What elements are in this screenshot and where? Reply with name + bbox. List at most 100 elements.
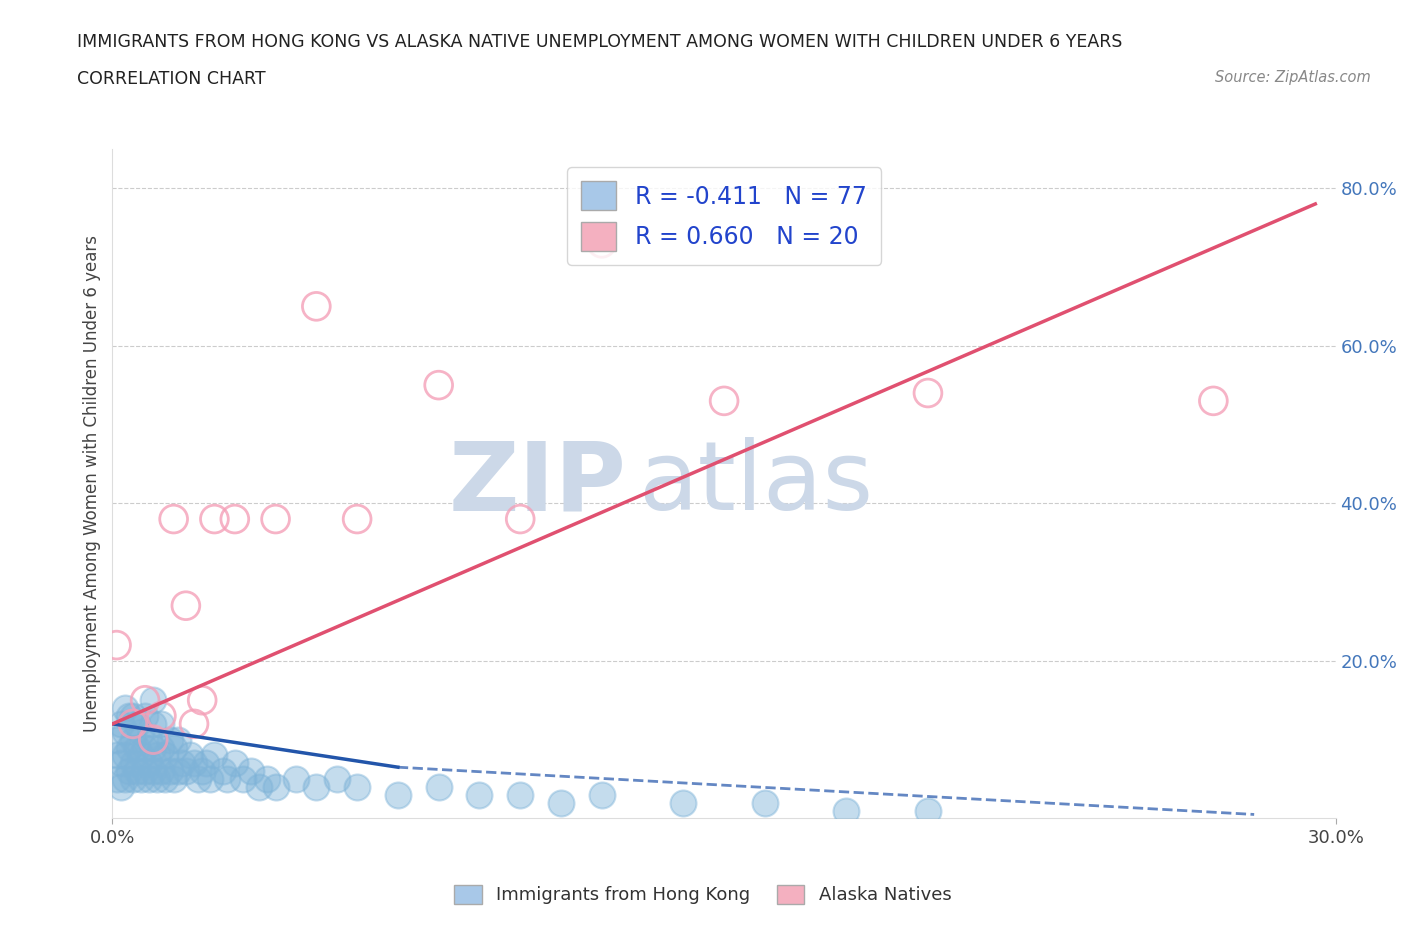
Point bbox=[183, 756, 205, 771]
Point bbox=[138, 772, 160, 787]
Point bbox=[105, 748, 128, 763]
Point bbox=[110, 756, 132, 771]
Legend: R = -0.411   N = 77, R = 0.660   N = 20: R = -0.411 N = 77, R = 0.660 N = 20 bbox=[567, 167, 882, 265]
Text: Source: ZipAtlas.com: Source: ZipAtlas.com bbox=[1215, 70, 1371, 85]
Point bbox=[105, 772, 128, 787]
Point bbox=[163, 772, 186, 787]
Point bbox=[129, 724, 152, 739]
Point bbox=[125, 764, 148, 778]
Point bbox=[155, 772, 177, 787]
Point bbox=[150, 764, 173, 778]
Point bbox=[509, 512, 531, 526]
Point bbox=[326, 772, 349, 787]
Point bbox=[917, 804, 939, 818]
Point bbox=[142, 716, 165, 731]
Point bbox=[224, 756, 246, 771]
Text: atlas: atlas bbox=[638, 437, 873, 530]
Point bbox=[118, 740, 141, 755]
Point bbox=[155, 748, 177, 763]
Point bbox=[754, 795, 776, 810]
Point bbox=[170, 756, 193, 771]
Point bbox=[122, 732, 145, 747]
Point bbox=[387, 788, 409, 803]
Point bbox=[835, 804, 858, 818]
Point bbox=[129, 772, 152, 787]
Point bbox=[191, 693, 214, 708]
Point bbox=[122, 709, 145, 724]
Point bbox=[195, 756, 218, 771]
Point bbox=[150, 709, 173, 724]
Point bbox=[468, 788, 491, 803]
Point bbox=[122, 716, 145, 731]
Point bbox=[427, 378, 450, 392]
Point bbox=[125, 740, 148, 755]
Text: CORRELATION CHART: CORRELATION CHART bbox=[77, 70, 266, 87]
Y-axis label: Unemployment Among Women with Children Under 6 years: Unemployment Among Women with Children U… bbox=[83, 235, 101, 732]
Point bbox=[134, 764, 156, 778]
Point bbox=[264, 779, 287, 794]
Point bbox=[427, 779, 450, 794]
Point bbox=[110, 779, 132, 794]
Point bbox=[142, 764, 165, 778]
Point bbox=[550, 795, 572, 810]
Point bbox=[1202, 393, 1225, 408]
Point bbox=[211, 764, 233, 778]
Point bbox=[174, 764, 197, 778]
Point bbox=[118, 709, 141, 724]
Point bbox=[200, 772, 222, 787]
Point bbox=[134, 693, 156, 708]
Point bbox=[134, 740, 156, 755]
Point bbox=[105, 732, 128, 747]
Text: ZIP: ZIP bbox=[449, 437, 626, 530]
Point bbox=[215, 772, 238, 787]
Legend: Immigrants from Hong Kong, Alaska Natives: Immigrants from Hong Kong, Alaska Native… bbox=[447, 878, 959, 911]
Point bbox=[183, 716, 205, 731]
Point bbox=[917, 386, 939, 401]
Point bbox=[138, 732, 160, 747]
Point bbox=[150, 716, 173, 731]
Point bbox=[114, 724, 136, 739]
Point bbox=[122, 772, 145, 787]
Point bbox=[672, 795, 695, 810]
Point bbox=[159, 732, 181, 747]
Point bbox=[247, 779, 270, 794]
Point bbox=[163, 740, 186, 755]
Point bbox=[150, 740, 173, 755]
Point bbox=[591, 788, 613, 803]
Point bbox=[346, 779, 368, 794]
Point bbox=[187, 772, 209, 787]
Point bbox=[146, 748, 169, 763]
Point bbox=[166, 764, 188, 778]
Point bbox=[142, 740, 165, 755]
Point bbox=[204, 512, 226, 526]
Point bbox=[305, 299, 328, 313]
Point bbox=[142, 732, 165, 747]
Point bbox=[159, 764, 181, 778]
Text: IMMIGRANTS FROM HONG KONG VS ALASKA NATIVE UNEMPLOYMENT AMONG WOMEN WITH CHILDRE: IMMIGRANTS FROM HONG KONG VS ALASKA NATI… bbox=[77, 33, 1123, 50]
Point bbox=[114, 748, 136, 763]
Point bbox=[146, 772, 169, 787]
Point bbox=[191, 764, 214, 778]
Point bbox=[125, 716, 148, 731]
Point bbox=[122, 756, 145, 771]
Point bbox=[305, 779, 328, 794]
Point bbox=[142, 693, 165, 708]
Point bbox=[110, 716, 132, 731]
Point bbox=[134, 709, 156, 724]
Point bbox=[509, 788, 531, 803]
Point bbox=[713, 393, 735, 408]
Point bbox=[240, 764, 263, 778]
Point bbox=[174, 598, 197, 613]
Point bbox=[179, 748, 201, 763]
Point bbox=[138, 756, 160, 771]
Point bbox=[284, 772, 308, 787]
Point bbox=[204, 748, 226, 763]
Point bbox=[591, 236, 613, 251]
Point bbox=[232, 772, 254, 787]
Point bbox=[346, 512, 368, 526]
Point bbox=[105, 638, 128, 653]
Point bbox=[118, 764, 141, 778]
Point bbox=[163, 512, 186, 526]
Point bbox=[256, 772, 278, 787]
Point bbox=[114, 772, 136, 787]
